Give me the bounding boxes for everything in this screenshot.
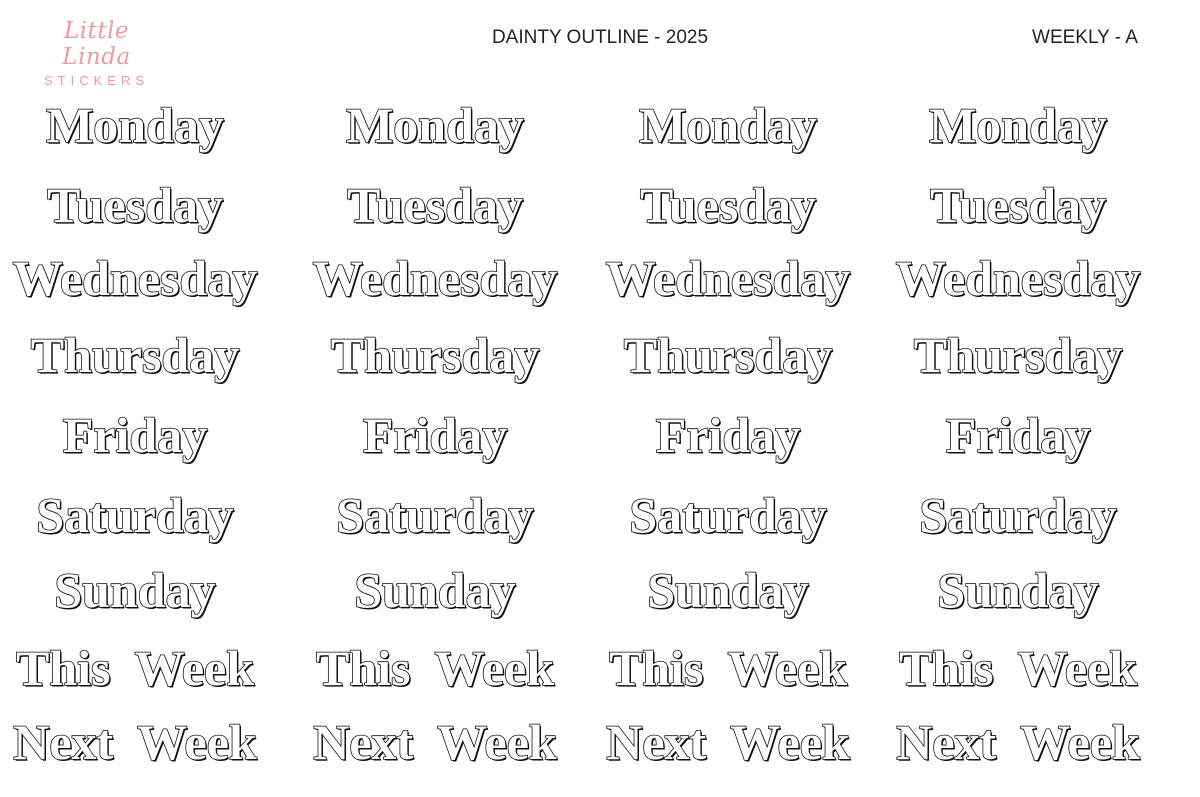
sticker-label: Tuesday <box>46 176 224 234</box>
sticker-label: Saturday <box>629 486 828 544</box>
sticker-label: Friday <box>62 406 208 464</box>
sticker-label: Next Week <box>312 713 557 771</box>
sticker-row: Wednesday Wednesday Wednesday Wednesday <box>0 243 1200 313</box>
sticker-label: This Week <box>15 639 255 697</box>
sticker-label: This Week <box>315 639 555 697</box>
sticker-label: Friday <box>362 406 508 464</box>
brand-logo-script: Little Linda <box>62 18 131 70</box>
sticker-label: Tuesday <box>929 176 1107 234</box>
sticker-label: Thursday <box>330 326 540 384</box>
sticker-row: Friday Friday Friday Friday <box>0 400 1200 470</box>
sticker-row: Monday Monday Monday Monday <box>0 90 1200 160</box>
sticker-label: Wednesday <box>605 249 851 307</box>
sticker-row: Next Week Next Week Next Week Next Week <box>0 707 1200 777</box>
sticker-row: Sunday Sunday Sunday Sunday <box>0 555 1200 625</box>
sheet-title: DAINTY OUTLINE - 2025 <box>491 27 709 48</box>
sticker-row: Thursday Thursday Thursday Thursday <box>0 320 1200 390</box>
sticker-label: Wednesday <box>895 249 1141 307</box>
sticker-label: Next Week <box>895 713 1140 771</box>
sticker-label: This Week <box>898 639 1138 697</box>
sticker-label: Sunday <box>937 561 1100 619</box>
sticker-label: Next Week <box>605 713 850 771</box>
sticker-label: Wednesday <box>12 249 258 307</box>
sticker-label: Monday <box>345 96 524 154</box>
brand-logo: Little Linda STICKERS <box>34 18 159 88</box>
sticker-row: Saturday Saturday Saturday Saturday <box>0 480 1200 550</box>
sticker-label: This Week <box>608 639 848 697</box>
sticker-label: Monday <box>638 96 817 154</box>
sticker-label: Saturday <box>336 486 535 544</box>
sticker-label: Tuesday <box>346 176 524 234</box>
sticker-label: Friday <box>655 406 801 464</box>
sticker-label: Thursday <box>30 326 240 384</box>
sticker-row: Tuesday Tuesday Tuesday Tuesday <box>0 170 1200 240</box>
sticker-label: Saturday <box>36 486 235 544</box>
sticker-label: Saturday <box>919 486 1118 544</box>
sticker-label: Friday <box>945 406 1091 464</box>
sticker-label: Tuesday <box>639 176 817 234</box>
sticker-label: Sunday <box>647 561 810 619</box>
brand-logo-sub: STICKERS <box>43 73 149 88</box>
sticker-label: Thursday <box>623 326 833 384</box>
sticker-label: Thursday <box>913 326 1123 384</box>
sticker-label: Monday <box>928 96 1107 154</box>
sheet-code: WEEKLY - A <box>1032 27 1138 48</box>
sticker-label: Sunday <box>54 561 217 619</box>
sticker-label: Next Week <box>12 713 257 771</box>
sticker-label: Wednesday <box>312 249 558 307</box>
sticker-label: Sunday <box>354 561 517 619</box>
sticker-row: This Week This Week This Week This Week <box>0 633 1200 703</box>
sticker-label: Monday <box>45 96 224 154</box>
